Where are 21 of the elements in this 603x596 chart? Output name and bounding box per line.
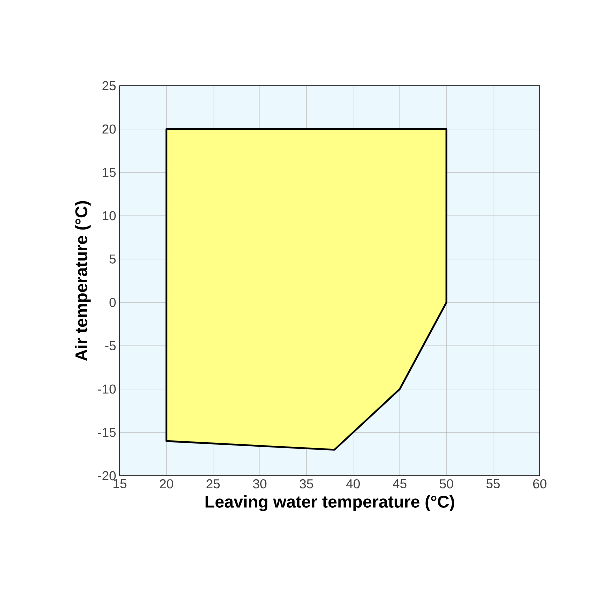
y-tick-label: 25: [102, 81, 116, 91]
x-tick-label: 50: [440, 480, 454, 489]
y-axis-title: Air temperature (°C): [75, 201, 91, 362]
x-tick-label: 45: [393, 480, 407, 489]
x-tick-label: 30: [253, 480, 267, 489]
x-tick-label: 20: [160, 480, 174, 489]
y-tick-label: 10: [103, 211, 116, 221]
y-tick-label: 0: [110, 298, 116, 308]
x-tick-label: 40: [346, 480, 360, 489]
y-tick-label: -10: [98, 384, 116, 394]
x-tick-label: 35: [300, 480, 314, 489]
y-tick-label: -5: [106, 341, 116, 351]
y-tick-label: -15: [98, 428, 116, 438]
y-tick-label: 5: [110, 254, 116, 264]
x-tick-label: 55: [486, 480, 500, 489]
x-tick-label: 25: [206, 480, 220, 489]
y-tick-label: 20: [102, 124, 116, 134]
y-tick-label: 15: [103, 168, 116, 178]
x-axis-title: Leaving water temperature (°C): [206, 496, 454, 512]
y-tick-label: -20: [98, 471, 116, 481]
x-tick-label: 60: [533, 480, 547, 489]
